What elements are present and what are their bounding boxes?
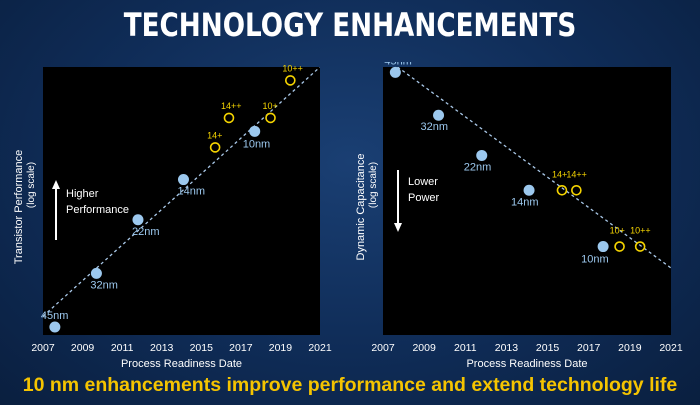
annotation-line2: Performance [66,204,129,216]
y-axis-label: Transistor Performance [13,150,25,265]
x-tick-label: 2013 [495,342,519,354]
arrow-head [394,223,402,232]
y-axis-label: Dynamic Capacitance [355,154,367,261]
node-dot [389,66,401,78]
y-axis-sublabel: (log scale) [26,162,37,208]
enhancement-dot [614,241,625,252]
enhancement-dot [634,241,646,252]
node-label: 22nm [132,226,160,238]
enhancement-label: 10+ [263,101,278,111]
node-dot [433,109,445,121]
node-label: 45nm [41,310,69,322]
node-label: 10nm [581,254,609,266]
enhancement-label: 10+ [610,226,625,236]
annotation-line1: Higher [66,188,99,200]
plot-area [43,67,320,335]
x-tick-label: 2009 [71,342,95,354]
y-axis-sublabel: (log scale) [368,162,379,208]
enhancement-dot [571,184,582,196]
x-tick-label: 2015 [536,342,560,354]
node-dot [132,214,144,226]
node-dot [523,184,535,196]
enhancement-label: 14++ [566,169,587,179]
enhancement-dot [265,112,276,124]
x-tick-label: 2017 [229,342,253,354]
page-title: TECHNOLOGY ENHANCEMENTS [123,6,577,44]
x-tick-label: 2009 [412,342,436,354]
x-tick-label: 2015 [190,342,214,354]
x-tick-label: 2021 [659,342,683,354]
x-tick-label: 2007 [31,342,55,354]
node-label: 22nm [464,161,492,173]
node-dot [249,125,261,137]
caption: 10 nm enhancements improve performance a… [22,374,678,396]
enhancement-dot [209,142,221,153]
node-dot [49,321,61,333]
node-label: 14nm [177,186,205,198]
node-dot [597,241,609,253]
x-tick-label: 2017 [577,342,601,354]
enhancement-label: 10++ [630,226,651,236]
capacitance-chart: 45nm 32nm 22nm 14nm 10nm 14+14++ 10+ 10++ Lower P… [355,62,683,370]
enhancement-dot [223,112,235,124]
node-label: 45nm [384,62,412,67]
enhancement-label: 14+ [552,169,567,179]
x-tick-label: 2013 [150,342,174,354]
node-label: 14nm [511,196,539,208]
enhancement-label: 10++ [282,63,303,73]
node-label: 10nm [243,138,271,150]
enhancement-dot [556,184,568,196]
x-tick-label: 2021 [308,342,332,354]
enhancement-label: 14+ [207,130,222,140]
annotation-line1: Lower [408,176,438,188]
x-axis-label: Process Readiness Date [121,358,242,370]
enhancement-label: 14++ [221,101,242,111]
annotation-line2: Power [408,192,440,204]
trend-line [43,67,320,317]
node-label: 32nm [421,121,449,133]
x-tick-label: 2011 [454,342,477,354]
x-tick-label: 2019 [618,342,642,354]
performance-chart: 45nm 32nm 22nm 14nm 10nm 14+ 14++ 10+ 10++ Higher… [13,63,332,370]
x-tick-label: 2019 [269,342,293,354]
node-dot [476,149,488,161]
x-axis-label: Process Readiness Date [466,358,587,370]
plot-area [383,67,671,335]
node-label: 32nm [90,279,118,291]
enhancement-dot [285,75,296,86]
node-dot [177,174,189,186]
node-dot [90,267,102,279]
x-tick-label: 2011 [111,342,134,354]
x-tick-label: 2007 [371,342,395,354]
arrow-head [52,180,60,189]
